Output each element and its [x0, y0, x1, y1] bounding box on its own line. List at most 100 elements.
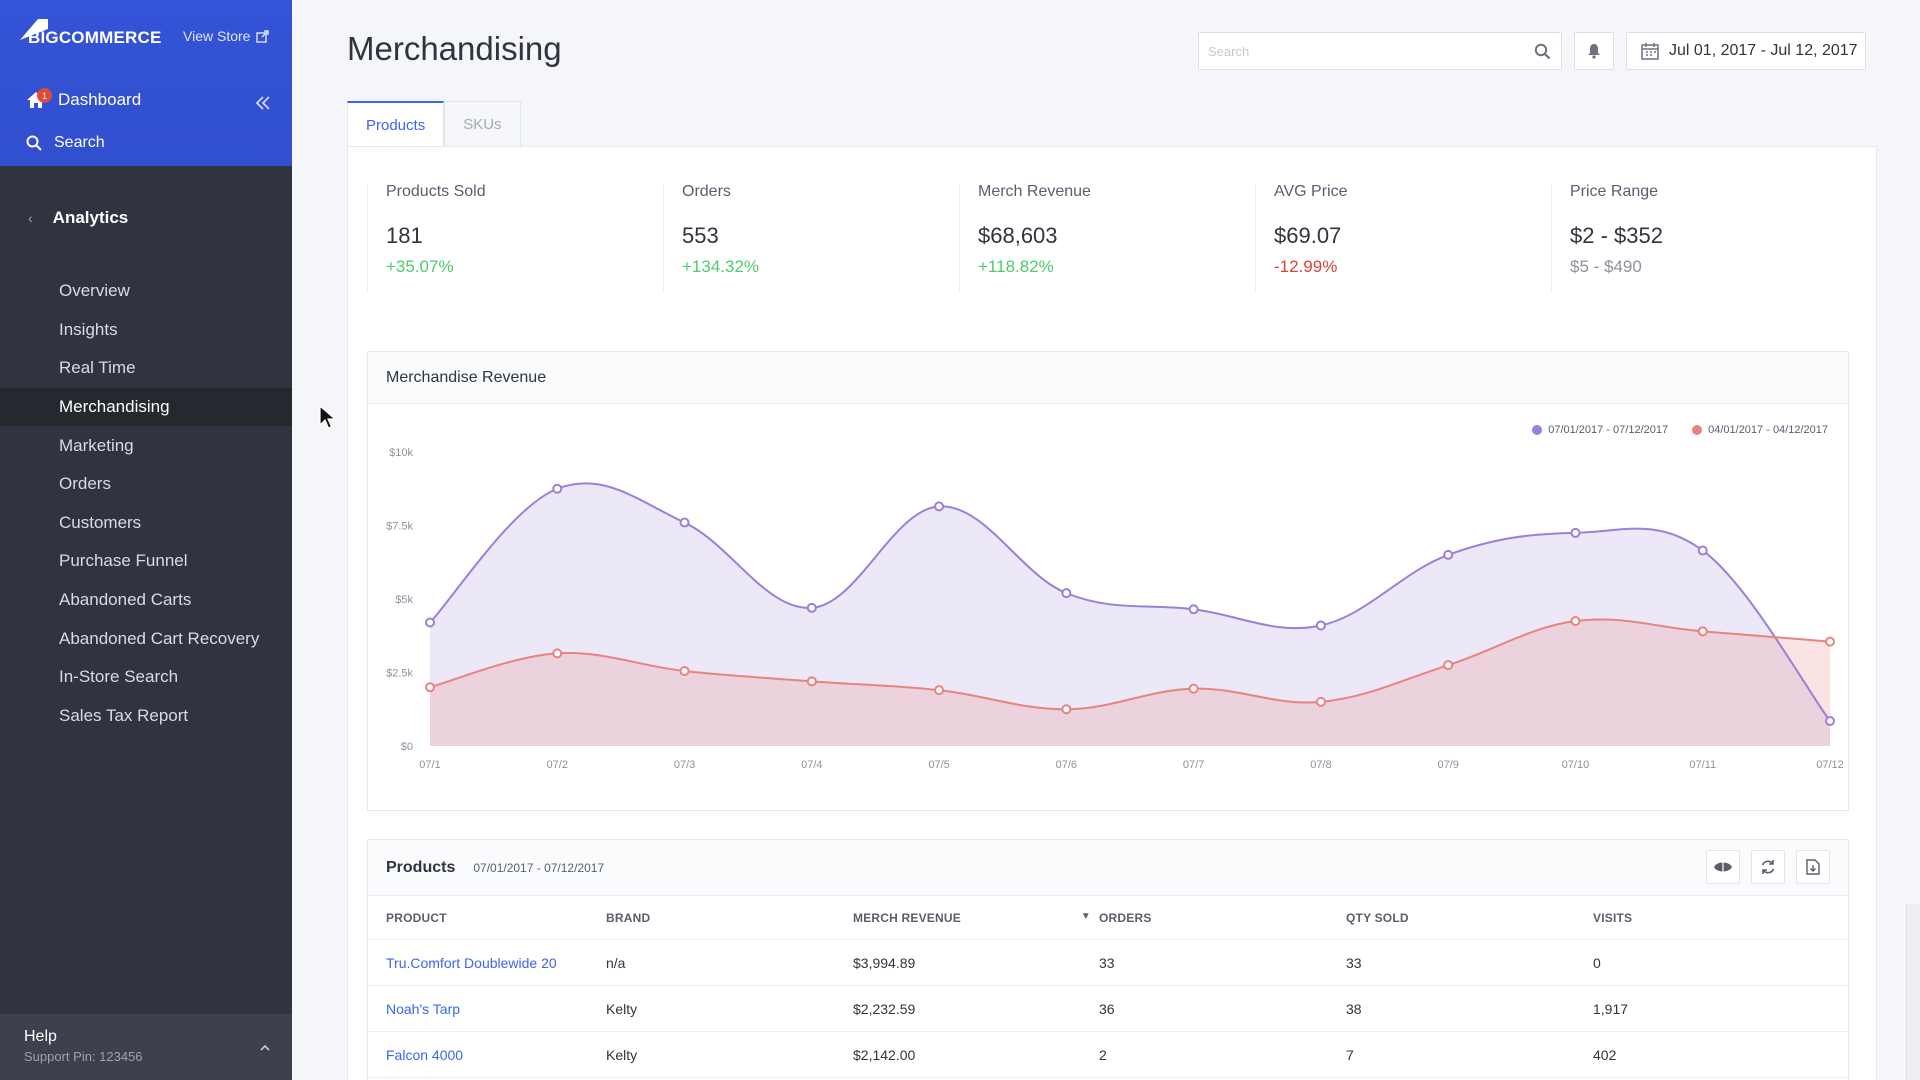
search-icon	[26, 135, 42, 151]
date-range-label: Jul 01, 2017 - Jul 12, 2017	[1669, 42, 1858, 59]
data-point	[425, 682, 435, 693]
table-header-row: PRODUCT BRAND MERCH REVENUE ▼ ORDERS QTY…	[368, 896, 1848, 940]
dashboard-label: Dashboard	[58, 90, 142, 109]
legend-item-current[interactable]: 07/01/2017 - 07/12/2017	[1532, 424, 1668, 436]
search-icon[interactable]	[1534, 43, 1551, 60]
help-panel[interactable]: Help Support Pin: 123456	[0, 1014, 292, 1080]
view-store-link[interactable]: View Store	[183, 28, 270, 44]
chevron-up-icon[interactable]	[260, 1040, 270, 1054]
header-search[interactable]	[1198, 32, 1562, 70]
double-chevron-left-icon	[255, 96, 270, 110]
sidebar-item-merchandising[interactable]: Merchandising	[0, 387, 292, 427]
revenue-cell: $3,994.89	[853, 954, 916, 971]
sidebar-item-customers[interactable]: Customers	[59, 512, 142, 532]
tab-skus[interactable]: SKUs	[444, 101, 521, 147]
sidebar-item-abandoned-cart-recovery[interactable]: Abandoned Cart Recovery	[59, 628, 260, 648]
y-tick-label: $2.5k	[386, 668, 413, 680]
date-range-picker[interactable]: Jul 01, 2017 - Jul 12, 2017	[1626, 32, 1866, 70]
main-content: Merchandising Jul 01, 2017 - Jul 12, 201…	[292, 0, 1920, 1080]
sidebar-item-purchase-funnel[interactable]: Purchase Funnel	[59, 551, 188, 571]
legend-item-previous[interactable]: 04/01/2017 - 04/12/2017	[1692, 424, 1828, 436]
x-tick-label: 07/8	[1310, 759, 1331, 771]
revenue-cell: $2,232.59	[853, 1000, 916, 1017]
support-pin: Support Pin: 123456	[24, 1049, 143, 1064]
visits-cell: 1,917	[1593, 1000, 1629, 1017]
collapse-sidebar-button[interactable]	[255, 94, 271, 115]
eye-icon	[1714, 862, 1732, 872]
sidebar-search[interactable]: Search	[26, 134, 105, 152]
sidebar-item-overview[interactable]: Overview	[59, 281, 130, 301]
side-drawer-handle[interactable]	[1906, 904, 1920, 1080]
sidebar-item-real-time[interactable]: Real Time	[59, 358, 136, 378]
stat-change: +35.07%	[386, 257, 454, 276]
tab-products[interactable]: Products	[347, 101, 445, 147]
sidebar-header: BIGCOMMERCE View Store 1 Dashboard	[0, 0, 292, 166]
y-tick-label: $10k	[389, 447, 413, 459]
brand-cell: Kelty	[606, 1046, 638, 1063]
x-tick-label: 07/3	[674, 759, 695, 771]
content-panel: Products Sold 181 +35.07% Orders 553 +13…	[347, 146, 1877, 1080]
legend-swatch	[1532, 425, 1543, 435]
y-tick-label: $0	[401, 741, 413, 753]
notifications-button[interactable]	[1574, 32, 1614, 70]
data-point	[679, 666, 690, 677]
analytics-title: Analytics	[52, 208, 129, 227]
bigcommerce-logo[interactable]: BIGCOMMERCE	[16, 18, 161, 48]
column-header-qty-sold[interactable]: QTY SOLD	[1346, 910, 1409, 925]
stat-label: Orders	[682, 183, 731, 200]
bell-icon	[1588, 44, 1600, 59]
chart-legend: 07/01/2017 - 07/12/2017 04/01/2017 - 04/…	[1532, 424, 1828, 436]
sidebar-item-insights[interactable]: Insights	[59, 319, 118, 339]
sidebar-search-label: Search	[54, 134, 105, 151]
legend-label: 04/01/2017 - 04/12/2017	[1708, 424, 1828, 436]
column-header-orders[interactable]: ORDERS	[1099, 910, 1152, 925]
products-date-range: 07/01/2017 - 07/12/2017	[473, 860, 605, 875]
data-point	[1697, 626, 1708, 637]
stat-value: $69.07	[1274, 223, 1342, 248]
x-tick-label: 07/10	[1562, 759, 1590, 771]
table-row: Noah's Tarp Kelty $2,232.59 36 38 1,917	[368, 986, 1848, 1032]
sidebar-item-abandoned-carts[interactable]: Abandoned Carts	[59, 590, 192, 610]
stat-products-sold: Products Sold 181 +35.07%	[367, 183, 663, 293]
help-title: Help	[24, 1028, 57, 1045]
product-link[interactable]: Tru.Comfort Doublewide 20	[386, 954, 557, 971]
sidebar-item-marketing[interactable]: Marketing	[59, 435, 134, 455]
column-header-merch-revenue[interactable]: MERCH REVENUE ▼	[853, 911, 1099, 925]
column-header-brand[interactable]: BRAND	[606, 910, 651, 925]
sidebar: BIGCOMMERCE View Store 1 Dashboard	[0, 0, 292, 1080]
stat-change: +118.82%	[978, 257, 1054, 276]
qty-cell: 7	[1346, 1046, 1354, 1063]
visits-cell: 402	[1593, 1046, 1617, 1063]
data-point	[425, 617, 435, 628]
product-link[interactable]: Noah's Tarp	[386, 1000, 461, 1017]
column-header-product[interactable]: PRODUCT	[386, 910, 447, 925]
legend-swatch	[1692, 425, 1703, 435]
calendar-icon	[1641, 43, 1659, 60]
stat-value: 553	[682, 223, 719, 248]
sort-desc-icon: ▼	[1080, 910, 1091, 922]
sidebar-item-orders[interactable]: Orders	[59, 474, 111, 494]
analytics-section-header[interactable]: ‹ Analytics	[28, 208, 128, 228]
orders-cell: 33	[1099, 954, 1115, 971]
x-tick-label: 07/11	[1689, 759, 1716, 771]
x-tick-label: 07/9	[1437, 759, 1458, 771]
page-title: Merchandising	[347, 30, 562, 67]
sidebar-item-in-store-search[interactable]: In-Store Search	[59, 667, 179, 687]
stat-label: Merch Revenue	[978, 183, 1091, 200]
chevron-left-icon: ‹	[28, 210, 33, 226]
compare-button[interactable]	[1706, 850, 1740, 884]
view-store-label: View Store	[183, 28, 251, 44]
sidebar-dashboard[interactable]: 1 Dashboard	[26, 88, 142, 110]
qty-cell: 38	[1346, 1000, 1362, 1017]
data-point	[1061, 588, 1072, 599]
stat-change: +134.32%	[682, 257, 760, 276]
search-input[interactable]	[1199, 33, 1519, 69]
refresh-button[interactable]	[1751, 850, 1785, 884]
sidebar-item-sales-tax-report[interactable]: Sales Tax Report	[59, 705, 189, 725]
y-tick-label: $5k	[395, 594, 413, 606]
refresh-icon	[1761, 860, 1775, 874]
column-header-visits[interactable]: VISITS	[1593, 910, 1633, 925]
export-button[interactable]	[1796, 850, 1830, 884]
product-link[interactable]: Falcon 4000	[386, 1046, 464, 1063]
notification-badge: 1	[37, 88, 52, 103]
